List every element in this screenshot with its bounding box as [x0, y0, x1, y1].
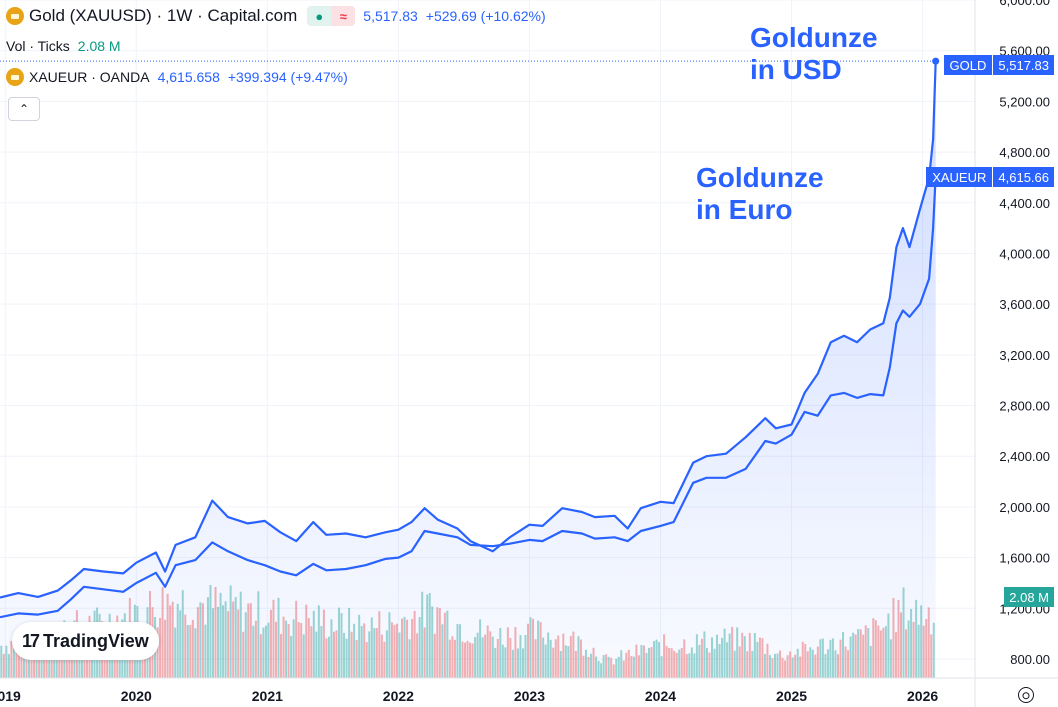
xaueur-tag-name: XAUEUR: [926, 167, 993, 187]
gold-price-tag: GOLD 5,517.83: [943, 55, 1054, 75]
tradingview-logo-text: TradingView: [43, 630, 149, 651]
x-tick-label: 2022: [383, 688, 414, 704]
y-tick-label: 5,600.00: [999, 44, 1050, 59]
xaueur-price-tag: XAUEUR 4,615.66: [926, 167, 1054, 187]
y-tick-label: 800.00: [1010, 652, 1050, 667]
gold-area-fill: [0, 61, 936, 679]
annotation-eur-line1: Goldunze: [696, 162, 824, 193]
main-series-legend[interactable]: Gold (XAUUSD) · 1W · Capital.com ● ≈ 5,5…: [6, 6, 546, 26]
x-tick-label: 2020: [121, 688, 152, 704]
y-tick-label: 2,000.00: [999, 500, 1050, 515]
volume-value: 2.08 M: [77, 38, 121, 54]
x-tick-label: 2021: [252, 688, 283, 704]
y-tick-label: 3,200.00: [999, 348, 1050, 363]
gold-eur-line: [0, 175, 937, 619]
y-tick-label: 6,000.00: [999, 0, 1050, 8]
annotation-eur: Goldunze in Euro: [696, 162, 824, 226]
tradingview-logo-icon: 17: [22, 630, 40, 651]
annotation-usd-line1: Goldunze: [750, 22, 878, 53]
gold-coin-icon: [6, 7, 24, 25]
compare-symbol-label: XAUEUR · OANDA: [29, 69, 150, 85]
chevron-up-icon: ⌃: [18, 102, 30, 116]
gold-usd-line: [0, 61, 937, 599]
gold-coin-icon: [6, 68, 24, 86]
volume-price-tag: 2.08 M: [1004, 587, 1054, 607]
x-tick-label: 2023: [514, 688, 545, 704]
compare-series-legend[interactable]: XAUEUR · OANDA 4,615.658 +399.394 (+9.47…: [6, 68, 348, 86]
gold-tag-value: 5,517.83: [992, 55, 1054, 75]
annotation-usd: Goldunze in USD: [750, 22, 878, 86]
collapse-legend-button[interactable]: ⌃: [8, 97, 40, 121]
gold-tag-name: GOLD: [943, 55, 993, 75]
y-tick-label: 4,400.00: [999, 196, 1050, 211]
main-symbol-label: Gold (XAUUSD) · 1W · Capital.com: [29, 6, 298, 25]
tradingview-logo[interactable]: 17 TradingView: [12, 622, 159, 660]
x-tick-label: 2025: [776, 688, 807, 704]
compare-change-value: +399.394 (+9.47%): [227, 69, 348, 85]
volume-legend[interactable]: Vol · Ticks 2.08 M: [6, 38, 121, 54]
x-tick-label: 2026: [907, 688, 938, 704]
last-price-dot: [932, 57, 940, 65]
y-tick-label: 4,800.00: [999, 145, 1050, 160]
main-change-value: +529.69 (+10.62%): [425, 8, 546, 24]
main-price-value: 5,517.83: [363, 8, 418, 24]
y-tick-label: 5,200.00: [999, 94, 1050, 109]
y-tick-label: 2,400.00: [999, 449, 1050, 464]
annotation-usd-line2: in USD: [750, 54, 842, 85]
xaueur-tag-value: 4,615.66: [992, 167, 1054, 187]
series-toggle-pill[interactable]: ● ≈: [307, 6, 356, 26]
series-visibility-icon[interactable]: ●: [307, 6, 332, 26]
y-tick-label: 1,600.00: [999, 551, 1050, 566]
y-tick-label: 3,600.00: [999, 297, 1050, 312]
compare-price-value: 4,615.658: [157, 69, 220, 85]
x-tick-label: 2024: [645, 688, 676, 704]
series-compare-icon[interactable]: ≈: [331, 6, 356, 26]
y-tick-label: 4,000.00: [999, 246, 1050, 261]
x-tick-label: 2019: [0, 688, 21, 704]
volume-label: Vol · Ticks: [6, 38, 70, 54]
annotation-eur-line2: in Euro: [696, 194, 793, 225]
y-tick-label: 2,800.00: [999, 399, 1050, 414]
